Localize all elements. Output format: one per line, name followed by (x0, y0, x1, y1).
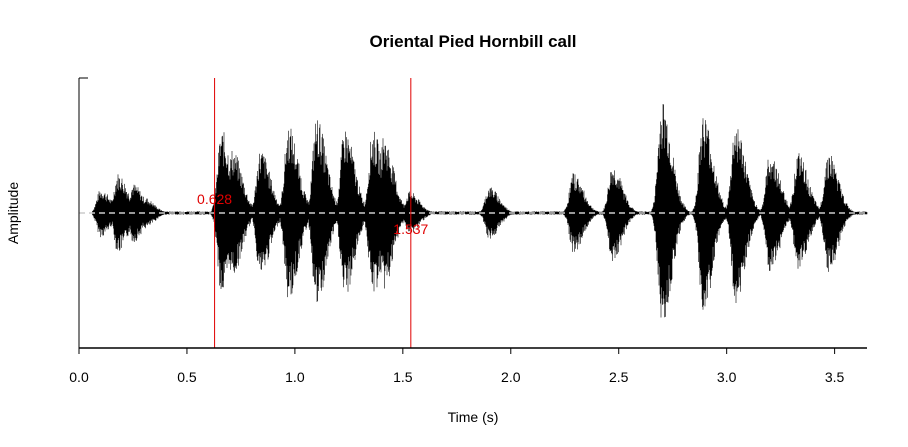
x-tick-label: 0.0 (69, 369, 89, 385)
waveform-path (92, 104, 868, 318)
x-axis-ticks: 0.0 0.5 1.0 1.5 2.0 2.5 3.0 3.5 (69, 348, 845, 385)
x-tick-label: 3.5 (825, 369, 845, 385)
x-tick-label: 0.5 (177, 369, 197, 385)
chart-title: Oriental Pied Hornbill call (370, 32, 577, 51)
x-tick-label: 2.0 (501, 369, 521, 385)
time-markers: 0.628 1.537 (197, 78, 429, 348)
x-tick-label: 2.5 (609, 369, 629, 385)
marker-label: 0.628 (197, 191, 232, 207)
x-axis-label: Time (s) (448, 409, 499, 425)
x-tick-label: 3.0 (717, 369, 737, 385)
waveform (92, 104, 868, 318)
x-tick-label: 1.0 (285, 369, 305, 385)
y-axis-label: Amplitude (5, 182, 21, 244)
x-tick-label: 1.5 (393, 369, 413, 385)
marker-label: 1.537 (393, 221, 428, 237)
